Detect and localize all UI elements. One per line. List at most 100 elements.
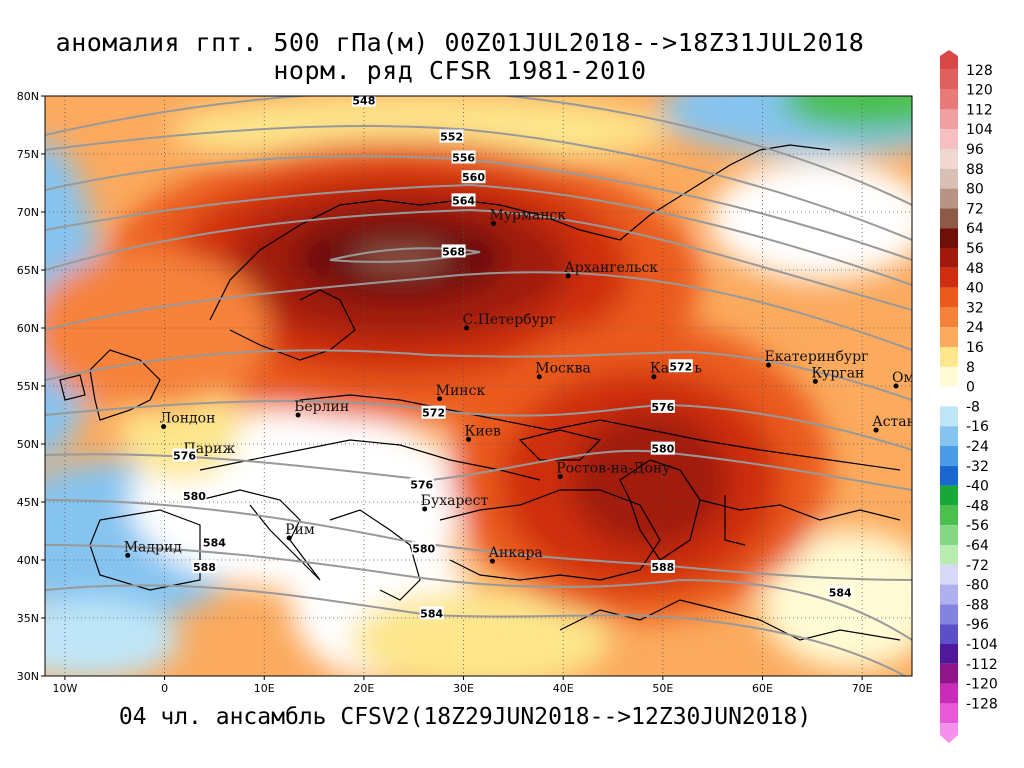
city-label: С.Петербург xyxy=(463,312,557,328)
contour-label-bg xyxy=(182,489,207,503)
contour-label-bg xyxy=(411,541,436,555)
contour-labels-layer: 548 552 556 560 564 568 572 572 576 576 576 580 580 5… xyxy=(172,96,853,620)
city-marker: Омск xyxy=(892,370,931,389)
legend-swatch xyxy=(940,564,958,585)
city-label: Ростов-на-Дону xyxy=(556,460,671,476)
contour-label-text: 564 xyxy=(452,194,475,207)
contour-label-bg xyxy=(192,559,217,573)
city-marker: Бухарест xyxy=(421,493,489,512)
lat-tick-label: 30N xyxy=(17,670,39,683)
city-dot xyxy=(489,558,495,564)
legend-swatch xyxy=(940,327,958,347)
lon-tick-label: 10E xyxy=(254,682,275,695)
lat-tick-label: 35N xyxy=(17,612,39,625)
legend-label: -120 xyxy=(966,677,998,693)
contour-label-text: 576 xyxy=(173,450,196,463)
lon-tick-label: 0 xyxy=(161,682,168,695)
city-marker: Киев xyxy=(465,423,501,442)
city-dot xyxy=(490,221,496,227)
legend-swatch xyxy=(940,525,958,545)
city-label: Бухарест xyxy=(421,493,489,509)
legend-swatch xyxy=(940,624,958,644)
legend-swatch xyxy=(940,149,958,169)
legend-swatch xyxy=(940,50,958,70)
city-dot xyxy=(557,473,563,479)
city-dot xyxy=(873,427,879,433)
map-title-line2: норм. ряд CFSR 1981-2010 xyxy=(273,56,647,85)
legend-swatch xyxy=(940,584,958,605)
contour-value-label: 580 xyxy=(182,489,207,503)
legend-label: 112 xyxy=(966,102,993,118)
city-label: Мурманск xyxy=(489,208,566,224)
legend-label: 104 xyxy=(966,122,993,138)
contour-label-bg xyxy=(419,606,444,620)
legend-label: 64 xyxy=(966,221,984,237)
legend-label: 40 xyxy=(966,281,984,297)
contour-label-bg xyxy=(451,150,476,164)
contour-label-bg xyxy=(650,399,675,413)
city-label: Омск xyxy=(892,370,931,386)
city-label: Берлин xyxy=(294,399,349,415)
contour-label-text: 576 xyxy=(651,401,674,414)
legend-swatch xyxy=(940,406,958,427)
anomaly-fill xyxy=(45,96,912,676)
city-marker: Ростов-на-Дону xyxy=(556,460,671,479)
map-canvas: МурманскАрхангельскС.ПетербургМоскваКаза… xyxy=(45,96,931,676)
city-marker: Курган xyxy=(811,365,864,384)
legend-swatch xyxy=(940,287,958,308)
legend-label: -56 xyxy=(966,518,989,534)
city-label: Екатеринбург xyxy=(764,349,868,365)
lat-tick-label: 75N xyxy=(17,148,39,161)
legend-swatch xyxy=(940,663,958,684)
contour-value-label: 560 xyxy=(461,170,486,184)
legend-swatch xyxy=(940,188,958,209)
city-marker: Лондон xyxy=(160,411,216,430)
contour-value-label: 572 xyxy=(668,359,693,373)
city-marker: Екатеринбург xyxy=(764,349,868,368)
legend-label: -88 xyxy=(966,597,989,613)
city-label: Анкара xyxy=(488,545,542,561)
ensemble-footer: 04 чл. ансамбль CFSV2(18Z29JUN2018-->12Z… xyxy=(118,704,812,730)
legend-label: 96 xyxy=(966,142,984,158)
lon-tick-label: 60E xyxy=(752,682,773,695)
contour-value-label: 556 xyxy=(451,150,476,164)
legend-swatch xyxy=(940,545,958,565)
city-dot xyxy=(812,378,818,384)
legend-swatch xyxy=(940,366,958,387)
coastlines xyxy=(59,144,901,641)
legend-label: -64 xyxy=(966,538,989,554)
legend-label: -48 xyxy=(966,498,989,514)
contour-label-text: 580 xyxy=(651,443,674,456)
contour-label-bg xyxy=(172,448,197,462)
legend-label: 120 xyxy=(966,83,993,99)
contour-label-bg xyxy=(441,244,466,258)
city-marker: Мурманск xyxy=(489,208,566,227)
legend-swatch xyxy=(940,446,958,466)
legend-swatch xyxy=(940,228,958,248)
legend-swatch xyxy=(940,248,958,268)
legend-label: -32 xyxy=(966,459,989,475)
contour-value-label: 564 xyxy=(451,193,476,207)
legend-swatch xyxy=(940,109,958,130)
legend-label: 48 xyxy=(966,261,984,277)
contour-label-bg xyxy=(650,441,675,455)
city-label: Лондон xyxy=(160,411,216,427)
city-marker: Рим xyxy=(285,522,315,541)
contour-value-label: 568 xyxy=(441,244,466,258)
legend-swatch xyxy=(940,168,958,189)
city-dot xyxy=(437,396,443,402)
contour-label-text: 580 xyxy=(412,542,435,555)
contour-label-bg xyxy=(351,96,376,107)
contour-label-text: 584 xyxy=(420,607,443,620)
legend-swatch xyxy=(940,89,958,110)
contour-value-label: 580 xyxy=(411,541,436,555)
legend-label: -16 xyxy=(966,419,989,435)
legend-swatch xyxy=(940,723,958,743)
color-legend: 128120112104968880726456484032241680-8-1… xyxy=(940,50,998,743)
contour-value-label: 580 xyxy=(650,441,675,456)
legend-label: -72 xyxy=(966,558,989,574)
legend-label: -104 xyxy=(966,637,998,653)
contour-label-bg xyxy=(439,129,464,143)
contour-label-bg xyxy=(421,405,446,419)
